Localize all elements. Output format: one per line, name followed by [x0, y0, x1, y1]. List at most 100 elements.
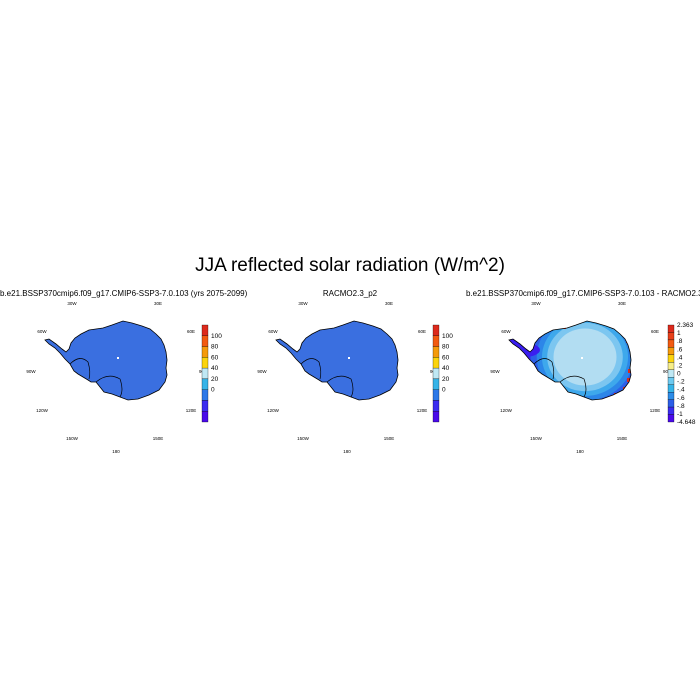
panel-title-racmo: RACMO2.3_p2: [322, 289, 378, 298]
lon-label: 90W: [26, 369, 36, 374]
colorbar-label: -.4: [677, 387, 685, 394]
colorbar-swatch: [667, 377, 675, 385]
colorbar-swatch: [432, 389, 440, 401]
colorbar-swatch: [432, 378, 440, 390]
lon-label: 150W: [530, 436, 543, 441]
colorbar-swatch: [432, 411, 440, 423]
lon-label: 30W: [298, 301, 308, 306]
colorbar-label: 100: [211, 333, 222, 340]
colorbar-swatch: [432, 324, 440, 336]
pole-marker: [117, 357, 119, 359]
lon-label: 30E: [154, 301, 162, 306]
colorbar-swatch: [667, 354, 675, 363]
ice-shelf-line: [533, 358, 555, 380]
colorbar-swatch: [667, 369, 675, 378]
panel-racmo: 30W30E60W60E90W90E120W120E150W150E180100…: [257, 301, 453, 454]
colorbar-swatch: [432, 346, 440, 358]
ice-shelf-line: [95, 375, 123, 398]
pole-marker: [581, 357, 583, 359]
lon-label: 60W: [501, 329, 511, 334]
colorbar-label: -1: [677, 411, 683, 418]
colorbar-swatch: [201, 335, 209, 347]
lon-label: 120W: [36, 408, 49, 413]
field-hotspot: [627, 378, 631, 382]
colorbar-label: 80: [211, 344, 219, 351]
colorbar-label: 60: [211, 354, 219, 361]
colorbar-label: -.6: [677, 395, 685, 402]
colorbar-label: .6: [677, 346, 683, 353]
colorbar-swatch: [201, 411, 209, 423]
colorbar-swatch: [667, 414, 675, 423]
colorbar-label: 0: [677, 371, 681, 378]
lon-label: 60W: [268, 329, 278, 334]
colorbar-swatch: [432, 367, 440, 380]
lon-label: 120E: [417, 408, 428, 413]
colorbar-swatch: [667, 362, 675, 370]
panel-difference: 30W 30E 60W 60E 90W 90E 120W 120E 150W 150E 180 2.3…: [490, 301, 695, 454]
colorbar-label: .8: [677, 338, 683, 345]
colorbar-label: 20: [211, 376, 219, 383]
ice-shelf-line: [559, 375, 587, 398]
lon-label: 90W: [257, 369, 267, 374]
colorbar-label: -.8: [677, 403, 685, 410]
lon-label: 90E: [663, 369, 671, 374]
field-hotspot: [528, 340, 532, 344]
lon-label: 30E: [385, 301, 393, 306]
colorbar-swatch: [432, 400, 440, 412]
lon-label: 120W: [500, 408, 513, 413]
lon-label: 180: [112, 449, 120, 454]
colorbar-swatch: [201, 346, 209, 358]
difference-field: [509, 321, 631, 400]
figure-title: JJA reflected solar radiation (W/m^2): [195, 255, 505, 276]
lon-label: 90W: [490, 369, 500, 374]
lon-label: 30W: [67, 301, 77, 306]
field-hotspot: [628, 369, 631, 373]
lon-label: 60E: [651, 329, 659, 334]
lon-label: 150E: [384, 436, 395, 441]
colorbar-label: .4: [677, 354, 683, 361]
lon-label: 150E: [617, 436, 628, 441]
colorbar-swatch: [667, 399, 675, 408]
colorbar-swatch: [201, 357, 209, 369]
colorbar-label: 60: [442, 354, 450, 361]
field-band: [509, 343, 540, 357]
panel-title-difference: b.e21.BSSP370cmip6.f09_g17.CMIP6-SSP3-7.…: [466, 289, 700, 298]
colorbar-swatch: [667, 324, 675, 333]
colorbar-label: 0: [211, 387, 215, 394]
colorbar-swatch: [667, 332, 675, 341]
colorbar-swatch: [432, 357, 440, 369]
colorbar-swatch: [667, 347, 675, 355]
colorbar-swatch: [667, 339, 675, 348]
colorbar-swatch: [201, 324, 209, 336]
colorbar-label: 1: [677, 330, 681, 337]
ice-shelf-line: [300, 358, 322, 380]
panel-title-model: b.e21.BSSP370cmip6.f09_g17.CMIP6-SSP3-7.…: [0, 289, 248, 298]
lon-label: 60E: [187, 329, 195, 334]
field-hotspot: [524, 337, 528, 341]
lon-label: 30E: [618, 301, 626, 306]
field-fill: [276, 321, 398, 400]
lon-label: 150E: [153, 436, 164, 441]
lon-label: 120E: [650, 408, 661, 413]
colorbar-swatch: [201, 378, 209, 390]
colorbar-label: -.2: [677, 379, 685, 386]
lon-label: 60W: [37, 329, 47, 334]
colorbar-label: -4.648: [677, 419, 696, 426]
lon-label: 150W: [297, 436, 310, 441]
ice-shelf-line: [326, 375, 354, 398]
coastline: [275, 320, 399, 401]
field-hotspot: [603, 399, 607, 400]
colorbar-label: .2: [677, 362, 683, 369]
pole-marker: [348, 357, 350, 359]
colorbar-label: 20: [442, 376, 450, 383]
colorbar-swatch: [667, 392, 675, 400]
field-fill: [45, 321, 167, 400]
colorbar-swatch: [667, 406, 675, 415]
colorbar-swatch: [201, 389, 209, 401]
colorbar-label: 40: [442, 365, 450, 372]
ice-shelf-line: [69, 358, 91, 380]
lon-label: 120E: [186, 408, 197, 413]
colorbar-label: 40: [211, 365, 219, 372]
colorbar-swatch: [667, 384, 675, 393]
